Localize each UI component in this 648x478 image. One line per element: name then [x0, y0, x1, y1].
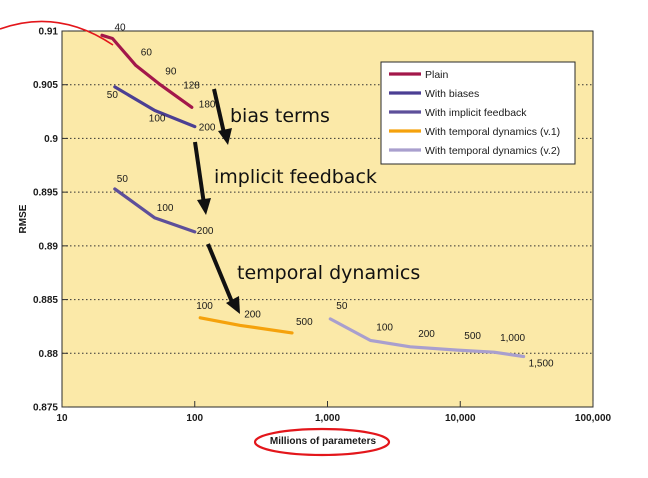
point-label: 100 [157, 203, 174, 214]
y-tick-label: 0.91 [39, 27, 59, 38]
y-tick-label: 0.88 [39, 349, 59, 360]
point-label: 200 [244, 309, 261, 320]
series-lines [100, 33, 526, 359]
series-line [328, 317, 526, 359]
point-label: 60 [141, 47, 153, 58]
y-tick-label: 0.89 [39, 241, 59, 252]
point-label: 100 [149, 114, 166, 125]
legend-label: Plain [425, 69, 449, 81]
point-label: 128 [183, 81, 200, 92]
point-label: 40 [115, 23, 127, 34]
annotation-bias-terms: bias terms [230, 105, 330, 127]
point-label: 50 [107, 90, 119, 101]
y-tick-label: 0.885 [33, 295, 58, 306]
point-label: 50 [336, 301, 348, 312]
annotation-temporal-dynamics: temporal dynamics [237, 262, 420, 284]
x-axis-title-highlight [253, 427, 391, 457]
point-label: 200 [199, 123, 216, 134]
y-tick-label: 0.9 [44, 134, 58, 145]
point-label: 50 [117, 174, 129, 185]
series-line [113, 85, 197, 129]
x-tick-label: 10,000 [445, 413, 476, 424]
point-label: 1,500 [529, 359, 554, 370]
red-curve-mark [0, 20, 114, 46]
annotation-implicit-feedback: implicit feedback [214, 166, 377, 188]
legend-label: With implicit feedback [425, 107, 527, 119]
y-axis-ticks: 0.875 0.88 0.885 0.89 0.895 0.9 0.905 0.91 [33, 27, 68, 414]
y-tick-label: 0.875 [33, 403, 58, 414]
x-tick-label: 1,000 [315, 413, 340, 424]
legend-label: With temporal dynamics (v.1) [425, 126, 560, 138]
legend-box [380, 61, 576, 165]
arrow-implicit-feedback [193, 141, 211, 215]
legend-label: With temporal dynamics (v.2) [425, 145, 560, 157]
x-tick-label: 100 [186, 413, 203, 424]
point-label: 200 [197, 226, 214, 237]
point-label: 100 [196, 301, 213, 312]
point-label: 100 [376, 322, 393, 333]
x-tick-label: 10 [56, 413, 68, 424]
legend-label: With biases [425, 88, 479, 100]
x-axis-ticks: 10 100 1,000 10,000 100,000 [56, 401, 612, 424]
grid [62, 84, 593, 354]
point-label: 180 [199, 99, 216, 110]
point-label: 500 [464, 331, 481, 342]
point-label: 500 [296, 317, 313, 328]
point-label: 1,000 [500, 333, 525, 344]
x-axis-title: Millions of parameters [270, 436, 377, 447]
point-label: 200 [418, 329, 435, 340]
series-line [198, 316, 294, 335]
arrow-temporal-dynamics [206, 243, 240, 314]
arrow-bias-terms [212, 88, 232, 145]
series-line [113, 187, 197, 234]
x-tick-label: 100,000 [575, 413, 612, 424]
legend: Plain With biases With implicit feedback Wi… [380, 61, 576, 165]
annotation-arrows [193, 88, 240, 314]
y-axis-title: RMSE [18, 204, 29, 233]
point-labels: 40 60 90 128 180 50 100 200 50 100 200 100 200 500 50 1… [107, 23, 554, 370]
series-line [100, 33, 194, 109]
point-label: 90 [165, 67, 177, 78]
y-tick-label: 0.895 [33, 188, 58, 199]
y-tick-label: 0.905 [33, 80, 58, 91]
